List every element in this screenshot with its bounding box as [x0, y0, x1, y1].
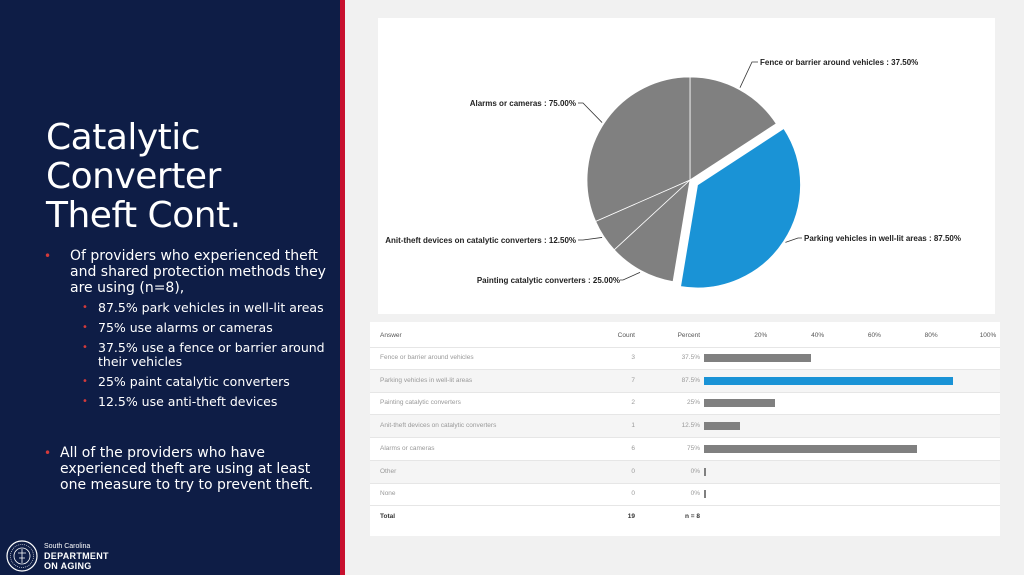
row-percent: 25% [686, 399, 700, 407]
header-percent: Percent [677, 332, 700, 339]
percent-bar [704, 490, 706, 499]
title-line: Theft Cont. [46, 195, 241, 236]
left-panel: Catalytic Converter Theft Cont. Of provi… [0, 0, 340, 575]
axis-tick-label: 60% [867, 332, 881, 339]
sub-bullet-list: 87.5% park vehicles in well-lit areas 75… [82, 301, 334, 410]
pie-slice-painting [613, 178, 691, 283]
axis-tick-label: 20% [754, 332, 768, 339]
row-count: 6 [631, 444, 635, 452]
title-line: Catalytic [46, 117, 201, 158]
row-percent: 0% [690, 490, 700, 498]
row-percent: 37.5% [681, 354, 700, 361]
header-count: Count [617, 332, 635, 339]
total-label: Total [380, 512, 396, 520]
row-answer: Alarms or cameras [380, 444, 435, 452]
pie-leader-line [578, 237, 603, 241]
pie-slice-fence [689, 76, 777, 181]
slide-title: Catalytic Converter Theft Cont. [46, 118, 326, 235]
sub-bullet: 87.5% park vehicles in well-lit areas [82, 301, 334, 316]
row-answer: None [380, 490, 396, 498]
table-row: Anit-theft devices on catalytic converte… [370, 415, 1000, 439]
table-row: Other 0 0% [370, 460, 1000, 484]
pie-leader-line [620, 271, 641, 281]
logo-line: ON AGING [44, 561, 92, 571]
pie-label: Anit-theft devices on catalytic converte… [385, 236, 576, 245]
row-answer: Parking vehicles in well-lit areas [380, 376, 473, 384]
table-row: None 0 0% [370, 483, 1000, 507]
row-answer: Painting catalytic converters [380, 399, 461, 407]
title-line: Converter [46, 156, 221, 197]
sub-bullet: 25% paint catalytic converters [82, 375, 334, 390]
table-header: Answer Count Percent 20% 40% 60% 80% 100% [370, 325, 1000, 348]
pie-label: Alarms or cameras : 75.00% [470, 99, 576, 108]
red-divider [340, 0, 345, 575]
row-percent: 12.5% [681, 422, 700, 430]
axis-tick-label: 40% [811, 332, 825, 339]
header-answer: Answer [380, 332, 402, 339]
pie-leader-line [739, 61, 758, 88]
percent-bar [704, 467, 706, 476]
row-percent: 75% [686, 444, 700, 452]
bullet-main-1: Of providers who experienced theft and s… [44, 248, 334, 296]
row-answer: Other [380, 467, 397, 475]
pie-label: Painting catalytic converters : 25.00% [477, 276, 620, 285]
pie-label: Parking vehicles in well-lit areas : 87.… [804, 234, 961, 243]
pie-label: Fence or barrier around vehicles : 37.50… [760, 58, 918, 67]
pie-chart: Fence or barrier around vehicles : 37.50… [385, 58, 961, 289]
sub-bullet: 37.5% use a fence or barrier around thei… [82, 341, 334, 369]
table-row: Parking vehicles in well-lit areas 7 87.5% [370, 369, 1000, 393]
table-total-row: Total 19 n = 8 [370, 506, 1000, 529]
row-count: 1 [631, 422, 635, 430]
results-table: Answer Count Percent 20% 40% 60% 80% 100% Fe… [370, 322, 1000, 536]
row-answer: Anit-theft devices on catalytic converte… [380, 422, 497, 430]
percent-bar [704, 399, 775, 408]
row-count: 7 [631, 376, 635, 384]
logo-line: DEPARTMENT [44, 551, 109, 561]
row-count: 0 [631, 467, 635, 475]
table-row: Fence or barrier around vehicles 3 37.5% [370, 347, 1000, 370]
seal-logo-icon [6, 540, 38, 572]
percent-bar [704, 422, 740, 431]
percent-bar [704, 444, 917, 453]
axis-tick-label: 100% [979, 332, 997, 339]
sub-bullet: 12.5% use anti-theft devices [82, 395, 334, 410]
percent-bar [704, 376, 953, 385]
pie-leader-line [785, 237, 802, 243]
axis-tick-label: 80% [924, 332, 938, 339]
row-count: 0 [631, 490, 635, 498]
total-n: n = 8 [685, 512, 700, 520]
bullet-main-2: All of the providers who have experience… [44, 445, 334, 493]
row-percent: 0% [690, 467, 700, 475]
row-percent: 87.5% [681, 376, 700, 384]
logo-line: South Carolina [44, 543, 91, 550]
table-row: Alarms or cameras 6 75% [370, 438, 1000, 461]
pie-slice-parking [680, 128, 801, 289]
logo-text: South Carolina DEPARTMENT ON AGING [44, 543, 109, 571]
table-row: Painting catalytic converters 2 25% [370, 392, 1000, 416]
row-answer: Fence or barrier around vehicles [380, 354, 474, 361]
row-count: 2 [631, 399, 635, 407]
bullet-list: Of providers who experienced theft and s… [44, 248, 334, 493]
pie-leader-line [578, 102, 603, 123]
total-count: 19 [627, 512, 635, 520]
sub-bullet: 75% use alarms or cameras [82, 321, 334, 336]
row-count: 3 [631, 354, 635, 361]
pie-slice-alarms [586, 76, 691, 222]
pie-chart-card: Fence or barrier around vehicles : 37.50… [378, 18, 995, 314]
percent-bar [704, 354, 811, 362]
